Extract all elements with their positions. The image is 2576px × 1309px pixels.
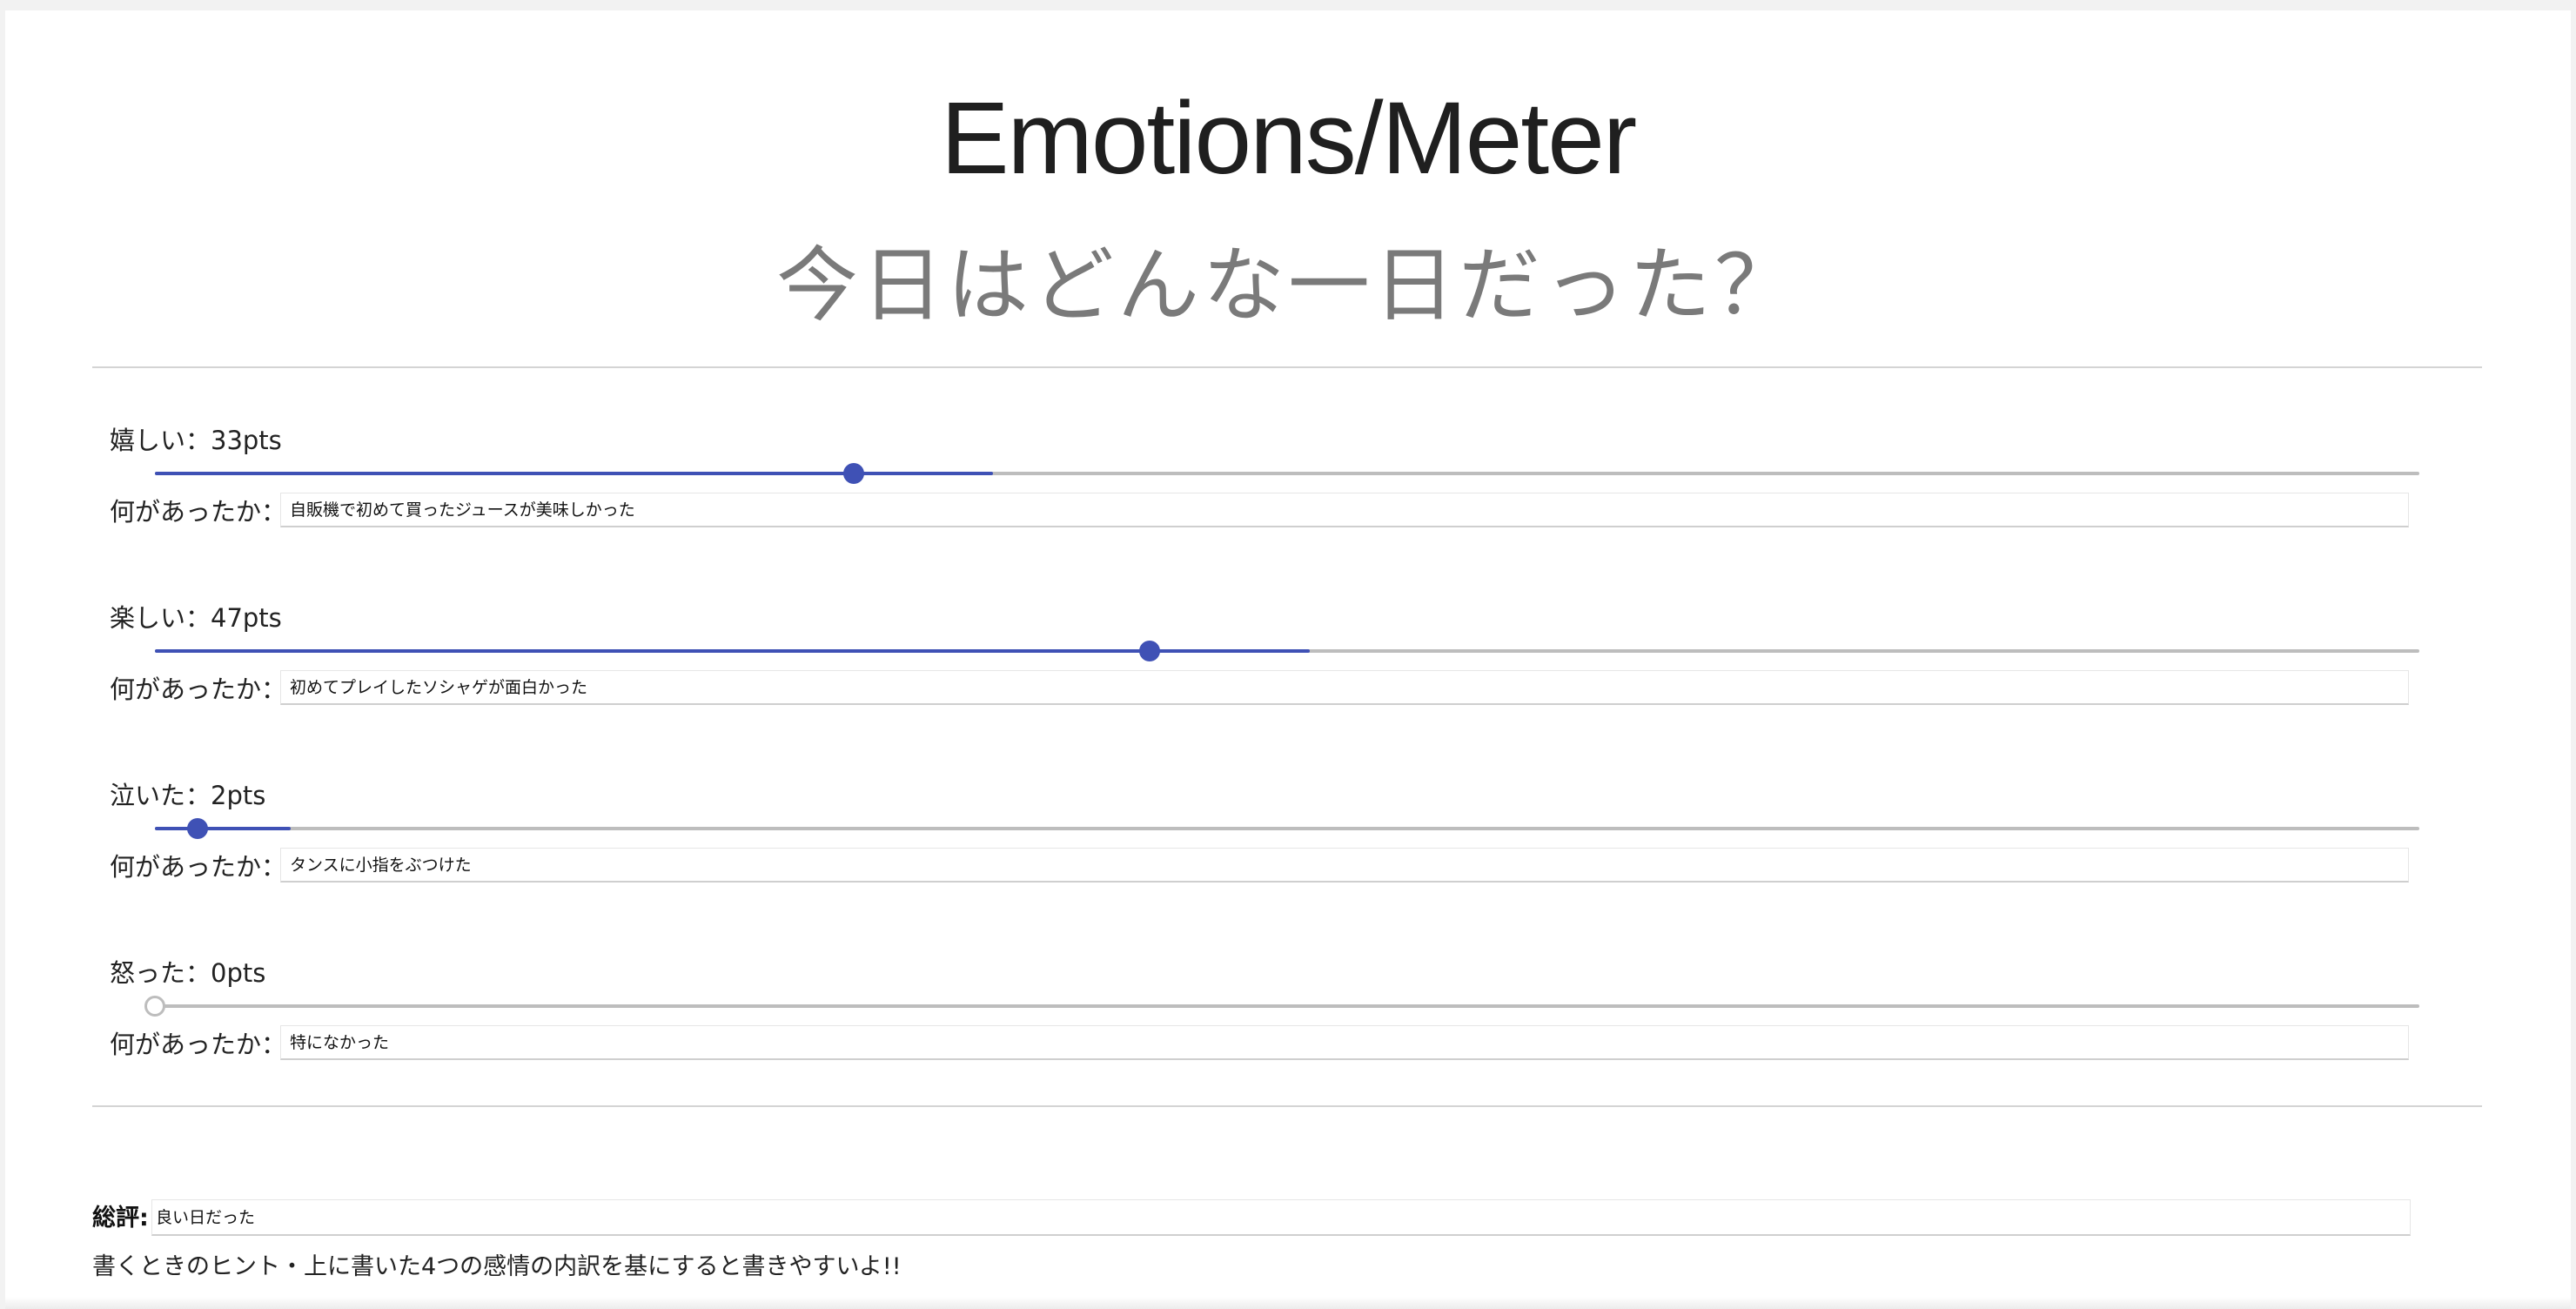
emotion-slider[interactable] [155,463,2419,484]
slider-thumb[interactable] [186,818,208,839]
emotion-row-happy: 嬉しい：33pts 何があったか： 自販機で初めて買ったジュースが美味しかった [5,423,2571,562]
page-subtitle: 今日はどんな一日だった？ [775,238,1800,333]
writing-hint: 書くときのヒント・上に書いた4つの感情の内訳を基にすると書きやすいよ!! [92,1253,902,1280]
slider-thumb[interactable] [1139,641,1161,661]
app-title: Emotions/Meter [940,81,1637,196]
emotion-label: 楽しい：47pts [110,603,282,633]
slider-thumb[interactable] [144,996,165,1017]
what-happened-label: 何があったか： [110,675,287,704]
emotion-slider[interactable] [155,641,2419,661]
emotion-row-fun: 楽しい：47pts 何があったか： 初めてプレイしたソシャゲが面白かった [5,601,2571,740]
slider-fill [155,827,292,830]
what-happened-label: 何があったか： [110,852,287,882]
what-happened-input[interactable]: 初めてプレイしたソシャゲが面白かった [280,670,2409,705]
what-happened-label: 何があったか： [110,497,287,527]
top-divider [92,366,2482,368]
bottom-divider [92,1105,2482,1107]
emotion-row-cried: 泣いた：2pts 何があったか： タンスに小指をぶつけた [5,778,2571,917]
summary-row: 総評: 良い日だった [92,1199,2416,1238]
what-happened-input[interactable]: 自販機で初めて買ったジュースが美味しかった [280,493,2409,527]
slider-fill [155,649,1311,653]
app-page: Emotions/Meter 今日はどんな一日だった？ 嬉しい：33pts 何が… [5,10,2571,1309]
emotion-label: 嬉しい：33pts [110,426,282,455]
emotion-label: 怒った：0pts [110,958,266,988]
what-happened-input[interactable]: 特になかった [280,1025,2409,1060]
emotion-slider[interactable] [155,818,2419,839]
what-happened-input[interactable]: タンスに小指をぶつけた [280,848,2409,883]
summary-label: 総評: [92,1205,149,1232]
emotion-slider[interactable] [144,996,2419,1017]
emotion-row-angry: 怒った：0pts 何があったか： 特になかった [5,956,2571,1095]
what-happened-label: 何があったか： [110,1030,287,1059]
bottom-edge [5,1297,2571,1309]
summary-input[interactable]: 良い日だった [151,1199,2411,1236]
slider-thumb[interactable] [842,463,864,484]
slider-fill [155,472,993,475]
emotion-label: 泣いた：2pts [110,781,266,810]
